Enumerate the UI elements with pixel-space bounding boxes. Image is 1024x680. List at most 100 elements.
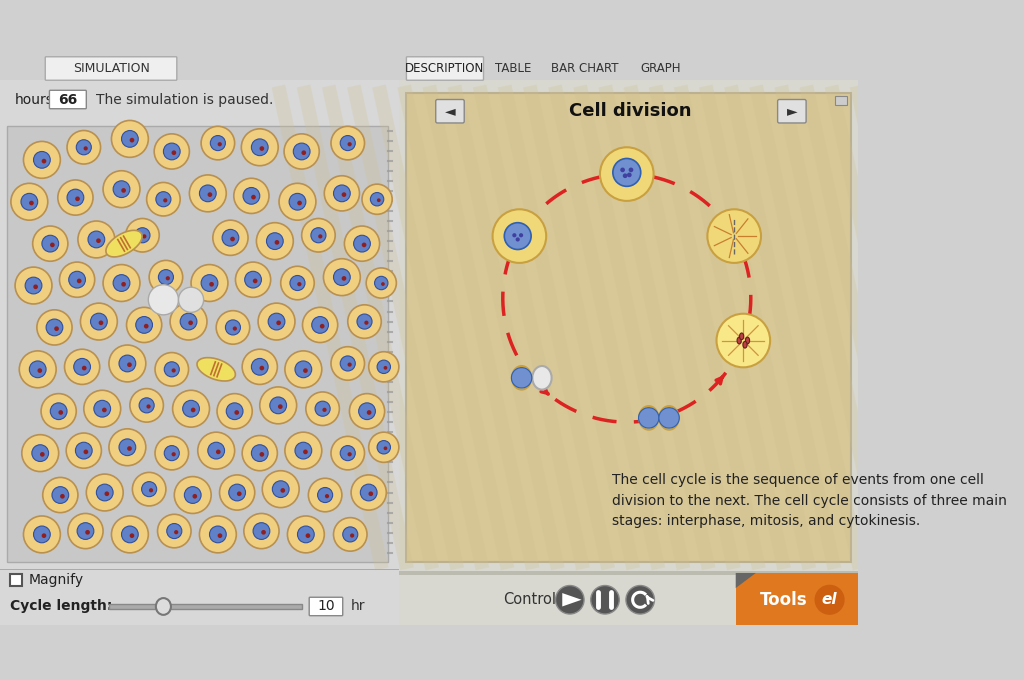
Circle shape	[76, 442, 92, 459]
Ellipse shape	[742, 341, 748, 348]
Circle shape	[43, 477, 78, 513]
Circle shape	[37, 310, 72, 345]
Circle shape	[24, 141, 60, 178]
Circle shape	[127, 307, 162, 343]
Circle shape	[251, 445, 268, 462]
Circle shape	[371, 192, 384, 206]
Circle shape	[96, 239, 100, 243]
Circle shape	[180, 313, 197, 330]
Circle shape	[90, 313, 108, 330]
Bar	[7, 126, 388, 562]
Circle shape	[42, 235, 58, 252]
Circle shape	[591, 585, 620, 614]
Circle shape	[342, 276, 346, 281]
Circle shape	[251, 139, 268, 156]
Circle shape	[213, 220, 248, 256]
Circle shape	[334, 517, 367, 551]
Circle shape	[33, 284, 38, 289]
Circle shape	[190, 407, 196, 412]
Circle shape	[621, 167, 625, 172]
Circle shape	[166, 276, 170, 280]
Circle shape	[81, 303, 118, 340]
Circle shape	[216, 311, 250, 344]
FancyBboxPatch shape	[45, 56, 177, 80]
Text: SIMULATION: SIMULATION	[73, 62, 150, 75]
Circle shape	[84, 449, 88, 454]
Circle shape	[130, 533, 134, 538]
Circle shape	[82, 366, 87, 371]
Circle shape	[297, 282, 301, 286]
Circle shape	[42, 158, 46, 163]
Circle shape	[242, 129, 279, 166]
Circle shape	[46, 319, 62, 336]
Bar	[0, 55, 399, 80]
Circle shape	[258, 303, 295, 340]
Circle shape	[65, 350, 99, 384]
Text: TABLE: TABLE	[495, 62, 531, 75]
Circle shape	[225, 320, 241, 335]
Circle shape	[34, 152, 50, 168]
Circle shape	[342, 192, 346, 197]
Circle shape	[369, 492, 373, 496]
Text: ◄: ◄	[444, 104, 456, 118]
Circle shape	[237, 492, 242, 496]
Circle shape	[629, 167, 633, 172]
Circle shape	[384, 366, 387, 370]
Circle shape	[708, 209, 761, 263]
FancyBboxPatch shape	[407, 56, 483, 80]
Text: Cell division: Cell division	[569, 102, 691, 120]
Ellipse shape	[739, 333, 743, 340]
Circle shape	[375, 276, 388, 290]
Circle shape	[24, 516, 60, 553]
Bar	[836, 96, 847, 105]
Circle shape	[347, 142, 352, 146]
Circle shape	[222, 229, 239, 246]
Bar	[0, 55, 399, 625]
Circle shape	[349, 394, 385, 429]
Circle shape	[167, 524, 182, 539]
Circle shape	[174, 477, 211, 513]
Circle shape	[658, 408, 679, 428]
Circle shape	[112, 516, 148, 553]
Circle shape	[261, 530, 266, 534]
Circle shape	[369, 432, 399, 462]
Text: el: el	[822, 592, 838, 607]
Circle shape	[228, 484, 246, 501]
Circle shape	[251, 358, 268, 375]
Text: hr: hr	[350, 600, 365, 613]
Circle shape	[556, 585, 584, 614]
Circle shape	[351, 475, 386, 510]
Circle shape	[77, 279, 82, 284]
Circle shape	[173, 390, 210, 427]
Circle shape	[130, 138, 134, 143]
Circle shape	[84, 146, 88, 150]
Circle shape	[285, 432, 322, 469]
Circle shape	[305, 533, 310, 538]
Circle shape	[331, 437, 365, 470]
Circle shape	[201, 275, 218, 292]
Circle shape	[146, 405, 151, 409]
Circle shape	[340, 445, 355, 460]
Circle shape	[259, 146, 264, 151]
Circle shape	[319, 324, 325, 328]
Circle shape	[377, 199, 381, 202]
Circle shape	[76, 139, 91, 155]
Circle shape	[29, 201, 34, 205]
Circle shape	[347, 362, 352, 367]
Circle shape	[302, 218, 335, 252]
Circle shape	[289, 193, 306, 210]
Circle shape	[245, 271, 261, 288]
Circle shape	[600, 148, 653, 201]
Circle shape	[42, 533, 46, 538]
Circle shape	[219, 475, 255, 510]
Circle shape	[334, 269, 350, 286]
Circle shape	[68, 513, 103, 549]
Circle shape	[164, 362, 179, 377]
Circle shape	[301, 150, 306, 155]
Circle shape	[242, 350, 278, 384]
Circle shape	[172, 369, 176, 373]
Ellipse shape	[197, 358, 236, 381]
Circle shape	[67, 433, 101, 469]
Ellipse shape	[737, 337, 741, 344]
Text: DESCRIPTION: DESCRIPTION	[406, 62, 484, 75]
